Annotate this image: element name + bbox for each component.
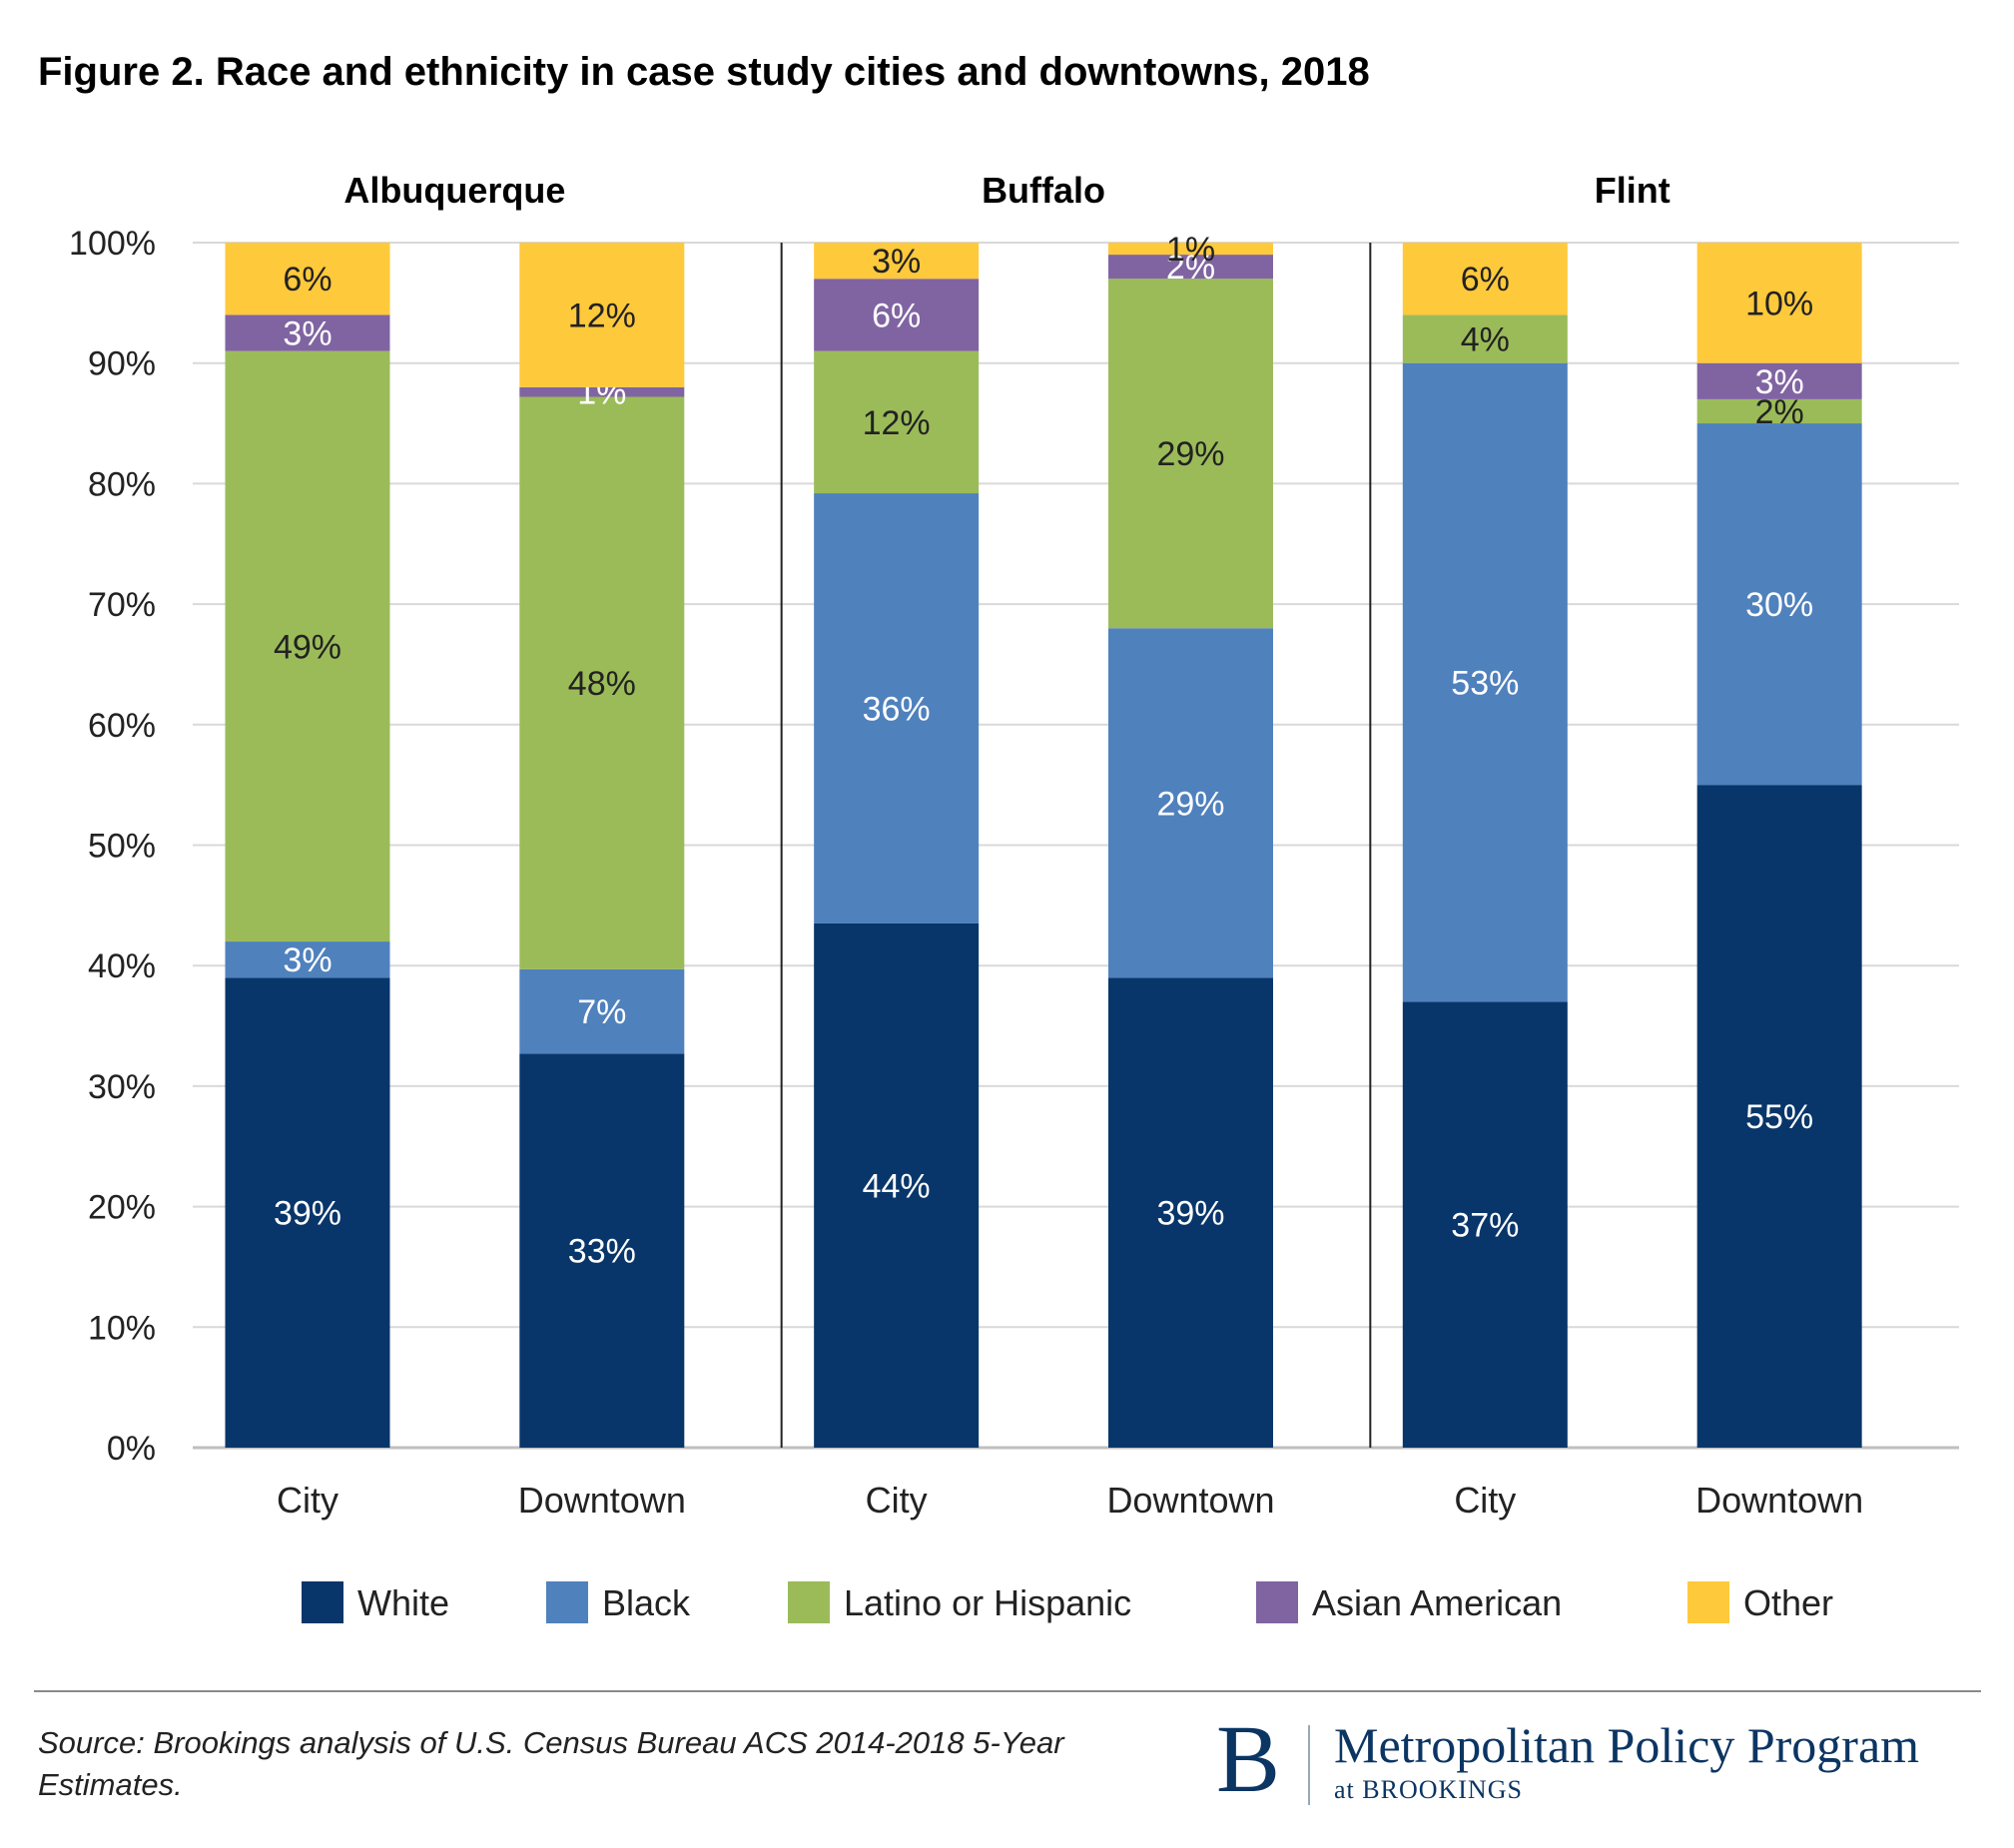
bar-segment	[1696, 423, 1862, 786]
logo-program-name: Metropolitan Policy Program	[1334, 1717, 1920, 1773]
legend-swatch	[1687, 1581, 1729, 1623]
data-label: 39%	[274, 1195, 341, 1233]
bar-segment	[1107, 279, 1273, 629]
data-label: 33%	[568, 1233, 636, 1271]
legend-label: Asian American	[1312, 1582, 1562, 1623]
bar-segment	[225, 243, 390, 315]
group-title: Buffalo	[982, 170, 1105, 211]
y-tick-label: 70%	[88, 586, 156, 624]
bar-segment	[225, 350, 390, 942]
bar-segment	[814, 923, 980, 1448]
chart-title: Figure 2. Race and ethnicity in case stu…	[38, 50, 1370, 94]
bar-segment	[814, 493, 980, 924]
x-category-label: Downtown	[518, 1480, 686, 1521]
source-note: Source: Brookings analysis of U.S. Censu…	[38, 1725, 1064, 1802]
bar-segment	[814, 243, 980, 280]
data-label: 37%	[1451, 1207, 1519, 1245]
y-tick-label: 20%	[88, 1189, 156, 1227]
group-title: Albuquerque	[343, 170, 565, 211]
x-category-label: City	[277, 1480, 338, 1521]
data-label: 49%	[274, 628, 341, 666]
bar-segment	[814, 279, 980, 351]
bar-segment	[519, 968, 685, 1054]
data-label: 39%	[1156, 1195, 1224, 1233]
bar-segment	[519, 396, 685, 969]
data-label: 48%	[568, 665, 636, 703]
logo-separator	[1308, 1725, 1310, 1805]
bar-segment	[1107, 255, 1273, 280]
y-tick-label: 30%	[88, 1068, 156, 1106]
bar-segment	[1402, 362, 1568, 1002]
bar-segment	[1696, 785, 1862, 1448]
y-tick-label: 50%	[88, 828, 156, 866]
logo-subtitle: at BROOKINGS	[1334, 1775, 1523, 1804]
bar-segment	[225, 977, 390, 1448]
data-label: 29%	[1156, 435, 1224, 473]
legend-swatch	[1256, 1581, 1298, 1623]
bar-segment	[1107, 628, 1273, 978]
data-label: 53%	[1451, 665, 1519, 703]
data-label: 12%	[568, 297, 636, 334]
legend-swatch	[546, 1581, 588, 1623]
data-label: 2%	[1755, 393, 1804, 431]
bar-segment	[1107, 977, 1273, 1448]
data-label: 6%	[872, 297, 921, 334]
data-label: 6%	[1461, 261, 1510, 299]
bar-segment	[1696, 362, 1862, 399]
bar-segment	[1696, 398, 1862, 424]
x-category-label: Downtown	[1695, 1480, 1863, 1521]
legend-swatch	[302, 1581, 343, 1623]
data-label: 3%	[1755, 363, 1804, 401]
data-label: 10%	[1745, 285, 1813, 322]
brookings-b-mark: B	[1216, 1705, 1281, 1812]
bar-segment	[519, 1053, 685, 1448]
bar-segment	[1696, 243, 1862, 363]
bar-segment	[1107, 243, 1273, 256]
x-category-label: City	[866, 1480, 928, 1521]
data-label: 7%	[577, 993, 626, 1031]
data-label: 3%	[283, 941, 332, 979]
bar-segment	[1402, 314, 1568, 363]
data-label: 3%	[283, 315, 332, 353]
y-tick-label: 60%	[88, 707, 156, 745]
data-label: 4%	[1461, 321, 1510, 359]
x-category-label: Downtown	[1106, 1480, 1274, 1521]
data-label: 2%	[1166, 249, 1215, 287]
y-tick-label: 40%	[88, 947, 156, 985]
bar-segment	[1402, 243, 1568, 315]
bar-segment	[519, 243, 685, 387]
data-label: 44%	[863, 1167, 931, 1205]
data-label: 36%	[863, 691, 931, 729]
y-tick-label: 80%	[88, 465, 156, 503]
data-label: 29%	[1156, 785, 1224, 823]
bar-segment	[1402, 1001, 1568, 1448]
x-category-label: City	[1454, 1480, 1516, 1521]
bar-segment	[225, 314, 390, 351]
y-tick-label: 90%	[88, 345, 156, 383]
data-label: 12%	[863, 404, 931, 442]
legend-label: Latino or Hispanic	[844, 1582, 1131, 1623]
legend-label: Black	[602, 1582, 691, 1623]
y-tick-label: 0%	[107, 1430, 156, 1468]
data-label: 3%	[872, 243, 921, 281]
data-label: 6%	[283, 261, 332, 299]
bar-segment	[814, 350, 980, 494]
bar-segment	[225, 941, 390, 978]
legend-swatch	[788, 1581, 830, 1623]
data-label: 1%	[1166, 231, 1215, 269]
legend-label: White	[357, 1582, 449, 1623]
group-title: Flint	[1595, 170, 1671, 211]
footer-divider	[34, 1690, 1981, 1692]
data-label: 30%	[1745, 586, 1813, 624]
y-tick-label: 100%	[69, 225, 156, 263]
stacked-bar-chart: 0% 10% 20% 30% 40% 50% 60% 70% 80% 90% 100% Albuque…	[69, 170, 1959, 1623]
bar-segment	[519, 386, 685, 397]
legend-label: Other	[1743, 1582, 1833, 1623]
data-label: 55%	[1745, 1098, 1813, 1136]
y-tick-label: 10%	[88, 1309, 156, 1347]
brookings-logo: B Metropolitan Policy Program at BROOKIN…	[1216, 1709, 1995, 1815]
